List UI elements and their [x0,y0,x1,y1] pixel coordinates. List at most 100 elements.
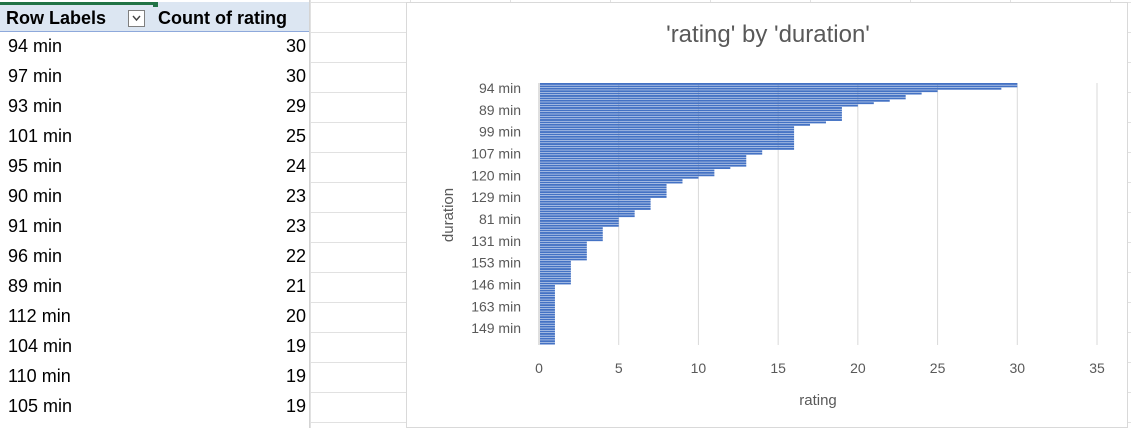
bar [540,272,571,275]
row-count: 19 [285,336,306,356]
table-row[interactable]: 110 min 19 [0,361,310,391]
bar [540,191,667,194]
row-label: 95 min [8,156,63,176]
bar [540,311,555,314]
bar [540,296,555,299]
bar [540,104,858,107]
bar [540,306,555,309]
cell-fill-handle[interactable] [153,2,158,7]
bar [540,99,890,102]
bar [540,179,683,182]
chart-plot: 0 5 10 15 20 25 30 35 94 min 89 min 99 min 107 min 1… [440,80,1105,409]
pivot-table[interactable]: Row Labels Count of rating 94 min 30 97 mi… [0,0,310,428]
bar [540,299,555,302]
bar [540,304,555,307]
row-label: 97 min [8,66,63,86]
x-tick-label: 35 [1089,360,1105,376]
table-row[interactable]: 96 min 22 [0,241,310,271]
bar [540,222,619,225]
x-tick-label: 5 [615,360,623,376]
bar [540,270,571,273]
bar [540,229,603,232]
row-count: 23 [285,216,306,236]
bar [540,135,795,138]
row-count: 20 [285,306,306,326]
bar [540,181,683,184]
bar [540,325,555,328]
table-row[interactable]: 91 min 23 [0,211,310,241]
bar [540,246,587,249]
pivot-header-row: Row Labels Count of rating [0,2,310,32]
bar [540,263,571,266]
filter-dropdown-button[interactable] [128,10,145,27]
y-category-label: 89 min [479,102,521,118]
bar [540,342,555,345]
bar [540,328,555,331]
bar [540,268,571,270]
bar [540,251,587,254]
bar [540,176,699,179]
table-row[interactable]: 90 min 23 [0,181,310,211]
row-label: 110 min [8,366,71,386]
row-label: 91 min [8,216,63,236]
bar [540,244,587,246]
bar [540,212,635,215]
row-label: 94 min [8,36,63,56]
row-label: 104 min [8,336,73,356]
row-count: 25 [285,126,306,146]
bar [540,193,667,196]
bar [540,198,651,201]
bar [540,207,651,210]
bar [540,316,555,319]
bar [540,210,635,213]
table-row[interactable]: 93 min 29 [0,91,310,121]
x-tick-label: 0 [535,360,543,376]
bar [540,174,715,177]
bar [540,145,795,148]
bar [540,114,842,117]
bar [540,232,603,234]
bar [540,234,603,237]
bar [540,217,619,220]
table-row[interactable]: 94 min 30 [0,31,310,61]
count-of-rating-header[interactable]: Count of rating [158,8,287,28]
table-row[interactable]: 89 min 21 [0,271,310,301]
row-label: 105 min [8,396,73,416]
table-row[interactable]: 101 min 25 [0,121,310,151]
bar [540,121,826,124]
x-tick-label: 25 [930,360,946,376]
x-tick-label: 20 [850,360,866,376]
bar [540,162,747,165]
table-row[interactable]: 95 min 24 [0,151,310,181]
table-row[interactable]: 97 min 30 [0,61,310,91]
bar [540,335,555,338]
table-row[interactable]: 105 min 19 [0,391,310,421]
bar [540,241,587,244]
bar [540,287,555,290]
y-category-label: 120 min [471,167,521,183]
bar [540,340,555,343]
bar-chart[interactable]: 'rating' by 'duration' 0 5 10 15 20 25 30 35 94 … [406,2,1128,428]
bar [540,109,842,112]
bar [540,131,795,133]
bar [540,147,795,150]
bar [540,171,715,174]
y-category-label: 94 min [479,80,521,96]
row-count: 19 [285,396,306,416]
y-category-label: 81 min [479,211,521,227]
bar [540,164,747,167]
table-row[interactable]: 104 min 19 [0,331,310,361]
bar [540,277,571,280]
chevron-down-icon [132,15,141,22]
bar [540,167,731,170]
x-tick-label: 15 [770,360,786,376]
column-divider [309,0,310,428]
bar [540,265,571,268]
bar [540,294,555,297]
bar [540,280,571,283]
row-labels-header[interactable]: Row Labels [6,8,107,28]
bar [540,239,603,242]
table-row[interactable]: 112 min 20 [0,301,310,331]
y-category-label: 107 min [471,146,521,162]
bar [540,126,795,129]
